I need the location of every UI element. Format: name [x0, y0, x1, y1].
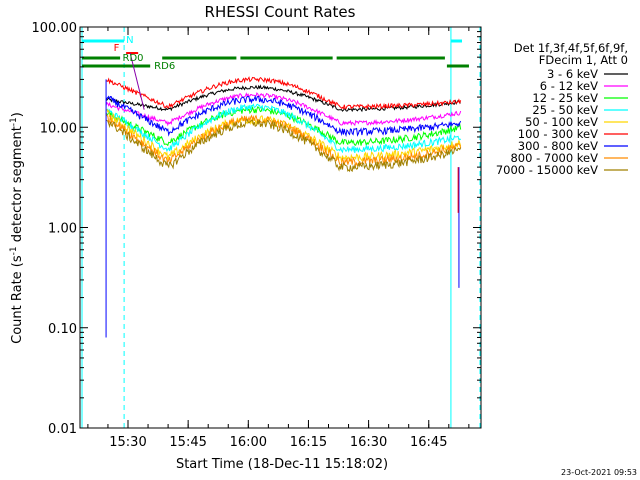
legend-label: 25 - 50 keV — [532, 103, 598, 117]
series-line — [105, 105, 462, 147]
annotation-label: RD0 — [123, 53, 144, 64]
x-axis: 15:30 15:45 16:00 16:15 16:30 16:45 — [87, 27, 470, 450]
series-line — [105, 84, 461, 113]
series-line — [106, 103, 462, 154]
legend-label: 100 - 300 keV — [518, 127, 598, 141]
annotation-label: N — [126, 35, 133, 46]
legend: Det 1f,3f,4f,5f,6f,9f, FDecim 1, Att 0 3… — [496, 41, 628, 177]
legend-label: 3 - 6 keV — [547, 67, 598, 81]
y-tick-label: 100.00 — [32, 21, 78, 36]
timestamp: 23-Oct-2021 09:53 — [561, 468, 637, 477]
legend-header-line-1: Det 1f,3f,4f,5f,6f,9f, — [514, 41, 628, 55]
chart-title: RHESSI Count Rates — [205, 3, 356, 21]
y-axis: 100.00 10.00 1.00 0.10 0.01 — [32, 21, 481, 437]
annotation-label: RD6 — [154, 61, 175, 72]
x-tick-label: 16:00 — [230, 435, 267, 450]
plot-frame — [79, 26, 482, 429]
x-tick-label: 16:15 — [290, 435, 327, 450]
series-line — [105, 108, 462, 162]
legend-label: 7000 - 15000 keV — [496, 163, 598, 177]
x-axis-label: Start Time (18-Dec-11 15:18:02) — [176, 457, 388, 472]
legend-label: 12 - 25 keV — [532, 91, 598, 105]
legend-label: 300 - 800 keV — [518, 139, 598, 153]
x-tick-label: 15:45 — [169, 435, 206, 450]
series-line — [105, 76, 462, 111]
series-line — [105, 119, 462, 173]
y-tick-label: 1.00 — [48, 222, 77, 237]
annotation-label: F — [114, 43, 120, 54]
x-tick-label: 16:30 — [350, 435, 387, 450]
legend-label: 800 - 7000 keV — [510, 151, 598, 165]
series-line — [105, 95, 462, 138]
y-tick-label: 10.00 — [40, 121, 77, 136]
x-tick-label: 16:45 — [410, 435, 447, 450]
legend-label: 50 - 100 keV — [525, 115, 598, 129]
legend-header-line-2: FDecim 1, Att 0 — [539, 53, 628, 67]
series-line — [105, 92, 462, 127]
spike-line — [129, 52, 145, 110]
y-tick-label: 0.10 — [48, 322, 77, 337]
y-tick-label: 0.01 — [48, 422, 77, 437]
legend-label: 6 - 12 keV — [540, 79, 598, 93]
x-tick-label: 15:30 — [109, 435, 146, 450]
y-axis-label: Count Rate (s-1 detector segment-1) — [9, 112, 25, 344]
